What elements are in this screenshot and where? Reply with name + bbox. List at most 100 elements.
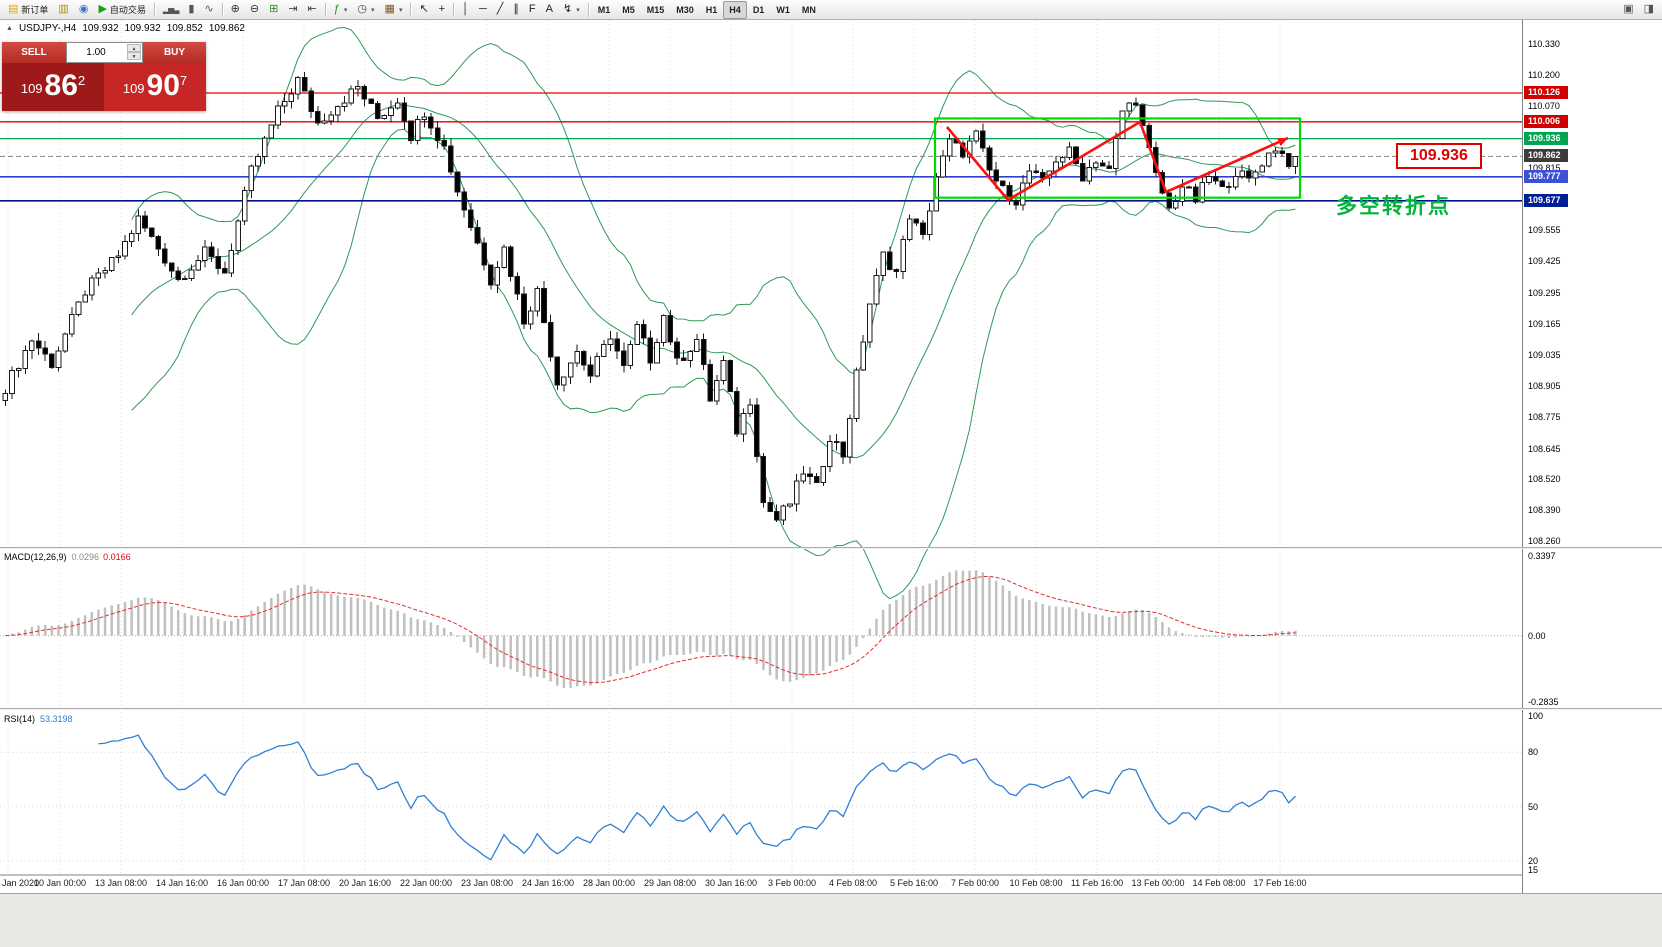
timeframe-d1-button[interactable]: D1 — [752, 4, 765, 15]
macd-pane — [0, 570, 1522, 688]
pane-separator[interactable] — [0, 708, 1662, 710]
time-axis-label: 30 Jan 16:00 — [705, 878, 757, 888]
timeframe-m30-button[interactable]: M30 — [676, 4, 694, 15]
arrows-button[interactable]: ↯ ▾ — [558, 1, 585, 19]
horizontal-lines[interactable] — [0, 92, 1522, 202]
time-axis-label: 13 Feb 00:00 — [1131, 878, 1184, 888]
sell-price-display[interactable]: 109 86 2 — [2, 63, 104, 111]
timeframe-h4-button[interactable]: H4 — [723, 0, 747, 19]
auto-scroll-button[interactable]: ⇥ — [283, 1, 302, 19]
window-icon: ◨ — [1643, 3, 1654, 15]
vertical-line-button[interactable]: │ — [457, 1, 474, 19]
macd-main-value: 0.0296 — [71, 552, 100, 562]
volume-decrease-button[interactable]: ▼ — [127, 52, 141, 60]
price-badge: 109.862 — [1524, 149, 1568, 163]
vertical-line-icon: │ — [462, 3, 469, 15]
new-order-button[interactable]: ▤ 新订单 — [3, 1, 53, 19]
annotation-text[interactable]: 多空转折点 — [1336, 195, 1451, 218]
green-range-box[interactable] — [933, 117, 1302, 199]
autotrading-button[interactable]: ▶ 自动交易 — [93, 1, 150, 19]
price-axis-label: 20 — [1528, 855, 1539, 866]
rsi-indicator-label: RSI(14) 53.3198 — [4, 714, 73, 724]
price-callout-label[interactable]: 109.936 — [1396, 143, 1482, 169]
volume-input[interactable] — [67, 43, 125, 62]
buy-price-display[interactable]: 109 90 7 — [104, 63, 206, 111]
timeframe-m5-button[interactable]: M5 — [622, 4, 635, 15]
price-axis-label: 109.035 — [1528, 349, 1561, 360]
timeframe-mn-button[interactable]: MN — [801, 4, 816, 15]
zoom-out-icon: ⊖ — [249, 3, 260, 15]
fibonacci-button[interactable]: F — [524, 1, 541, 19]
time-axis-label: 29 Jan 08:00 — [644, 878, 696, 888]
web-terminal-button[interactable]: ◉ — [74, 1, 94, 19]
time-axis-label: 5 Feb 16:00 — [890, 878, 938, 888]
macd-indicator-label: MACD(12,26,9) 0.0296 0.0166 — [4, 552, 131, 562]
time-axis-label: 14 Jan 16:00 — [156, 878, 208, 888]
price-axis-label: 0.00 — [1528, 630, 1546, 641]
symbol-title: USDJPY-,H4 — [18, 23, 77, 34]
chevron-down-icon: ▾ — [371, 6, 375, 14]
chart-ohlc-header: ▲ USDJPY-,H4 109.932 109.932 109.852 109… — [6, 23, 245, 34]
bar-chart-button[interactable]: ▂▅▃ — [158, 1, 183, 19]
cursor-button[interactable]: ↖ — [414, 1, 433, 19]
zoom-in-button[interactable]: ⊕ — [226, 1, 245, 19]
price-axis-label: 108.775 — [1528, 412, 1561, 423]
chart-shift-button[interactable]: ⇤ — [303, 1, 322, 19]
price-badge: 109.936 — [1524, 131, 1568, 145]
crosshair-button[interactable]: + — [434, 1, 450, 19]
channel-button[interactable]: ∥ — [508, 1, 524, 19]
time-axis-label: 4 Feb 08:00 — [829, 878, 877, 888]
price-badge: 109.777 — [1524, 169, 1568, 183]
tile-windows-button[interactable]: ⊞ — [264, 1, 283, 19]
line-chart-icon: ∿ — [204, 3, 214, 15]
line-chart-button[interactable]: ∿ — [199, 1, 218, 19]
indicators-button[interactable]: ƒ ▾ — [329, 1, 353, 19]
buy-price-fraction: 7 — [179, 73, 188, 88]
timeframe-m1-button[interactable]: M1 — [597, 4, 611, 15]
text-button[interactable]: A — [541, 1, 558, 19]
buy-button[interactable]: BUY — [143, 42, 206, 63]
timeframe-m15-button[interactable]: M15 — [646, 4, 665, 15]
time-axis-label: 10 Jan 00:00 — [34, 878, 86, 888]
cursor-icon: ↖ — [419, 3, 429, 15]
toolbars-button[interactable]: ▣ — [1618, 1, 1638, 19]
periods-button[interactable]: ◷ ▾ — [352, 1, 379, 19]
horizontal-line-button[interactable]: ─ — [474, 1, 492, 19]
templates-button[interactable]: ▦ ▾ — [380, 1, 408, 19]
ohlc-open: 109.932 — [82, 23, 119, 34]
price-axis-label: 110.070 — [1528, 101, 1560, 112]
chart-window[interactable]: Jan 2020 10 Jan 00:00 13 Jan 08:00 14 Jan 1… — [0, 20, 1662, 893]
tile-windows-icon: ⊞ — [269, 3, 279, 15]
price-axis-label: 110.200 — [1528, 70, 1560, 81]
pane-separator[interactable] — [0, 547, 1662, 549]
trendline-icon: ╱ — [496, 3, 504, 15]
timeframe-h1-button[interactable]: H1 — [705, 4, 718, 15]
price-axis-label: 108.520 — [1528, 473, 1561, 484]
time-axis-label: 17 Jan 08:00 — [278, 878, 330, 888]
text-icon: A — [545, 3, 553, 15]
autotrading-play-icon: ▶ — [98, 3, 107, 15]
time-axis-label: 23 Jan 08:00 — [461, 878, 513, 888]
time-axis-label: 11 Feb 16:00 — [1071, 878, 1123, 888]
trendline-button[interactable]: ╱ — [492, 1, 509, 19]
chevron-down-icon: ▾ — [398, 6, 403, 14]
timeframe-w1-button[interactable]: W1 — [776, 4, 790, 15]
channel-icon: ∥ — [513, 3, 519, 15]
ohlc-high: 109.932 — [124, 23, 161, 34]
zoom-out-button[interactable]: ⊖ — [245, 1, 264, 19]
price-axis-label: 0.3397 — [1528, 551, 1556, 561]
price-axis[interactable]: 110.330 110.200 110.070 109.815 109.555 109.4… — [1522, 20, 1662, 893]
trend-zigzag-line[interactable] — [946, 120, 1289, 202]
charts-window-button[interactable]: ▥ — [53, 1, 73, 19]
volume-increase-button[interactable]: ▲ — [127, 44, 141, 52]
price-badge: 109.677 — [1524, 193, 1568, 207]
ohlc-close: 109.862 — [208, 23, 245, 34]
time-axis-label: Jan 2020 — [2, 878, 39, 888]
price-axis-label: 110.330 — [1528, 39, 1560, 49]
candle-chart-button[interactable]: ▮ — [183, 1, 199, 19]
sell-button[interactable]: SELL — [2, 42, 66, 63]
help-button[interactable]: ◨ — [1639, 1, 1659, 19]
rsi-name: RSI(14) — [4, 714, 36, 724]
